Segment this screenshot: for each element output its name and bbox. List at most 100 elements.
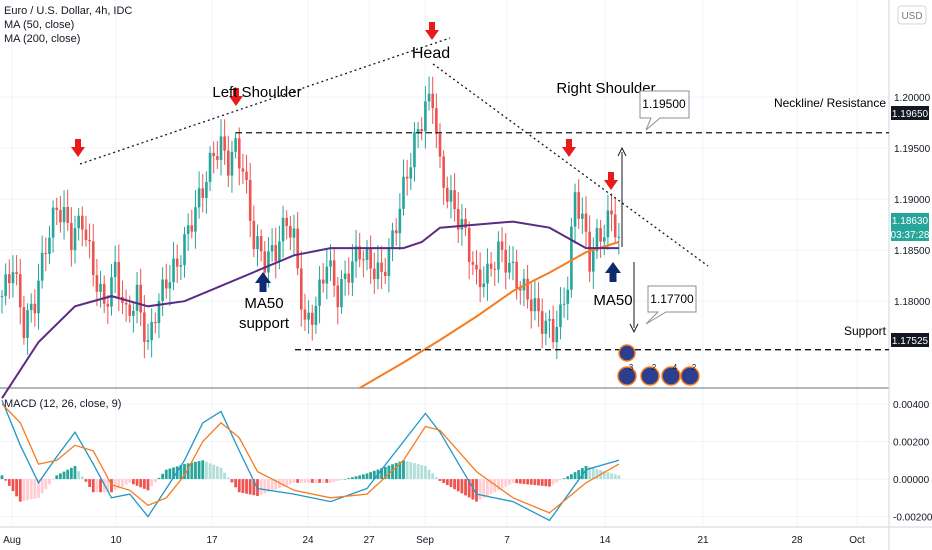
macd-histogram-bar xyxy=(351,477,354,480)
macd-histogram-bar xyxy=(354,476,358,480)
macd-histogram-bar xyxy=(157,477,161,480)
svg-text:1.17525: 1.17525 xyxy=(892,336,929,347)
candle-body xyxy=(405,176,409,179)
macd-histogram-bar xyxy=(540,479,544,486)
macd-histogram-bar xyxy=(179,465,183,480)
macd-histogram-bar xyxy=(365,473,369,480)
candle-body xyxy=(460,219,464,230)
candle-body xyxy=(70,222,73,251)
event-badge-icon[interactable] xyxy=(640,366,660,386)
macd-histogram-bar xyxy=(562,478,566,480)
candle-body xyxy=(154,321,157,324)
candle-body xyxy=(0,296,4,298)
macd-histogram-bar xyxy=(84,479,88,482)
event-badge-count: 4 xyxy=(673,363,678,372)
macd-histogram-bar xyxy=(442,479,446,484)
macd-histogram-bar xyxy=(135,479,139,486)
macd-histogram-bar xyxy=(606,472,610,480)
macd-histogram-bar xyxy=(325,479,329,483)
macd-histogram-bar xyxy=(602,471,606,480)
macd-histogram-bar xyxy=(307,479,310,483)
candle-body xyxy=(354,246,358,262)
macd-histogram-bar xyxy=(248,479,252,495)
candle-body xyxy=(570,226,573,290)
candle-body xyxy=(456,209,460,230)
macd-histogram xyxy=(0,460,621,502)
candle-body xyxy=(358,246,361,260)
macd-histogram-bar xyxy=(511,479,515,483)
candle-body xyxy=(464,219,467,228)
candle-body xyxy=(486,263,489,284)
ma200-legend[interactable]: MA (200, close) xyxy=(4,33,81,45)
macd-axis[interactable]: 0.00400 0.00200 0.00000 -0.00200 xyxy=(893,400,932,524)
event-badge-icon[interactable] xyxy=(617,366,637,386)
candle-body xyxy=(300,268,303,310)
target-down-value: 1.17700 xyxy=(650,292,694,306)
target-up-callout[interactable]: 1.19500 xyxy=(639,90,690,131)
candle-body xyxy=(303,309,307,320)
candle-body xyxy=(66,206,69,223)
head-trendline[interactable] xyxy=(432,63,709,267)
candle-body xyxy=(307,312,310,320)
time-tick-label: 10 xyxy=(110,535,122,546)
candle-body xyxy=(157,300,161,324)
candle-body xyxy=(219,136,223,160)
event-badge-icon[interactable] xyxy=(680,366,700,386)
shoulder-trendline[interactable] xyxy=(79,37,451,165)
ma200-line[interactable] xyxy=(359,241,620,389)
bar-countdown: 03:37:28 xyxy=(891,230,930,241)
macd-tick-label: 0.00000 xyxy=(893,475,930,486)
candle-body xyxy=(442,156,445,188)
candle-body xyxy=(489,263,493,269)
macd-histogram-bar xyxy=(88,479,91,487)
macd-histogram-bar xyxy=(197,461,201,480)
macd-histogram-bar xyxy=(383,466,387,480)
macd-line[interactable] xyxy=(1,400,620,522)
macd-histogram-bar xyxy=(285,479,289,486)
last-price-tag: 1.18630 03:37:28 xyxy=(891,213,930,241)
economic-events[interactable]: 3 2 4 2 xyxy=(617,344,700,386)
event-flag-icon[interactable] xyxy=(618,344,636,362)
macd-histogram-bar xyxy=(402,460,405,480)
macd-histogram-bar xyxy=(110,479,113,493)
macd-histogram-bar xyxy=(361,474,365,480)
macd-histogram-bar xyxy=(18,479,22,502)
macd-histogram-bar xyxy=(164,469,168,480)
macd-histogram-bar xyxy=(577,470,581,480)
macd-histogram-bar xyxy=(391,464,394,480)
symbol-title[interactable]: Euro / U.S. Dollar, 4h, IDC xyxy=(4,5,133,17)
ma50-legend[interactable]: MA (50, close) xyxy=(4,19,75,31)
macd-histogram-bar xyxy=(223,472,227,480)
event-badge-icon[interactable] xyxy=(661,366,681,386)
macd-histogram-bar xyxy=(456,479,460,492)
blue-arrow-up-icon xyxy=(605,262,621,282)
currency-badge[interactable]: USD xyxy=(897,5,927,25)
candle-body xyxy=(602,237,606,242)
macd-histogram-bar xyxy=(241,479,245,493)
macd-histogram-bar xyxy=(416,464,420,480)
time-tick-label: 28 xyxy=(791,535,803,546)
candle-body xyxy=(573,192,577,227)
time-axis[interactable]: Aug 10 17 24 27 Sep 7 14 21 28 Oct xyxy=(3,535,865,546)
macd-histogram-bar xyxy=(40,479,44,494)
macd-histogram-bar xyxy=(522,479,526,484)
macd-histogram-bar xyxy=(570,474,573,480)
candle-body xyxy=(292,228,296,238)
macd-tick-label: -0.00200 xyxy=(893,513,932,524)
ma50-line[interactable] xyxy=(1,220,619,399)
candle-body xyxy=(416,128,420,133)
macd-histogram-bar xyxy=(529,479,533,485)
macd-histogram-bar xyxy=(533,479,537,486)
target-down-callout[interactable]: 1.17700 xyxy=(645,285,697,325)
candle-body xyxy=(59,210,62,223)
macd-legend[interactable]: MACD (12, 26, close, 9) xyxy=(4,398,122,410)
red-arrow-down-icon xyxy=(71,139,85,157)
macd-histogram-bar xyxy=(230,479,234,483)
macd-histogram-bar xyxy=(201,460,205,480)
signal-line[interactable] xyxy=(1,403,620,514)
support-price-tag: 1.17525 xyxy=(891,333,929,347)
macd-histogram-bar xyxy=(318,479,321,483)
price-axis[interactable]: 1.20000 1.19500 1.19000 1.18500 1.18000 xyxy=(894,93,931,308)
candle-body xyxy=(128,304,132,316)
